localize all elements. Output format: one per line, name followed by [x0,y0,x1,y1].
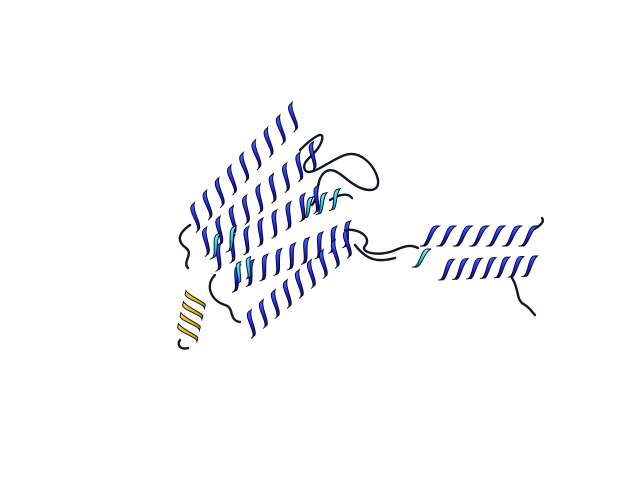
helix-a-turn [263,125,274,158]
helix-d-turn [287,241,297,271]
helix-c-turn [285,200,293,231]
helix-e-turn [330,238,340,269]
helix-e-turn [294,268,304,299]
helix-c [215,183,321,272]
helix-e-turn [246,308,256,339]
helix-e-turn [306,258,316,289]
helix-right-top-turn [502,225,524,247]
helix-a-turn [214,175,225,208]
coil-loops [177,133,545,350]
helix-c-turn [257,216,265,248]
helix-right-bottom-turn [521,255,540,278]
helix-a-turn [288,100,298,133]
helix-a-turn [190,201,201,234]
helix-c-turn [243,225,251,256]
helix-right-top-turn [436,225,458,247]
helix-cyan-top-turn [315,191,329,216]
helix-cyan-top-turn [302,195,316,220]
helix-b-turn [255,182,264,215]
helix-e-turn [282,278,292,309]
helix-d-turn [259,253,270,282]
helix-e [246,228,352,339]
helix-right-top-turn [518,225,540,247]
helix-right-bottom [438,255,540,281]
loop-bridge [353,243,397,262]
helix-right-top-turn [485,225,507,247]
helix-gold-turn [184,289,206,310]
loop-link [328,193,354,202]
helix-e-turn [342,228,352,259]
helix-e-turn [318,248,328,279]
helix-right-bottom-turn [452,258,470,280]
helix-c-turn [313,183,321,215]
helix-d [231,219,352,293]
helix-cyan-top [302,187,342,220]
helix-group [177,100,540,343]
helix-a-turn [275,113,286,146]
helix-cyan-left-turn [225,225,238,253]
helix-cyan-left-turn [209,232,222,260]
helix-b-turn [308,140,317,172]
helix-right-top-turn [469,225,491,247]
helix-right-bottom-turn [493,256,512,279]
loop-left [178,223,192,270]
helix-d-turn [273,247,283,276]
helix-b-turn [295,150,304,183]
helix-d-turn [300,236,311,265]
helix-gold [177,289,206,343]
helix-right-cyan [411,248,432,268]
helix-b-turn [268,172,277,204]
helix-b-turn [215,214,224,247]
helix-b-turn [282,161,290,193]
helix-cyan-lower-turn [235,260,242,285]
helix-c-turn [271,208,279,239]
helix-right-bottom-turn [479,257,498,279]
helix-e-turn [270,288,280,319]
helix-right-top [419,225,540,247]
helix-e-turn [258,298,268,329]
helix-gold-turn [182,300,204,321]
helix-right-top-turn [419,225,442,247]
helix-right-bottom-turn [466,257,484,280]
loop-mid [343,228,420,255]
loop-top [298,133,380,207]
loop-lower-left [208,273,242,324]
helix-c-turn [299,192,307,223]
helix-cyan-lower [235,255,252,285]
helix-right-bottom-turn [507,255,526,278]
helix-a-turn [251,138,262,171]
helix-a-turn [227,163,237,196]
helix-cyan-lower-turn [245,255,252,280]
helix-b-turn [242,193,250,225]
helix-cyan-top-turn [329,187,342,212]
helix-right-top-turn [452,225,475,247]
helix-cyan-left [209,225,238,260]
loop-right-cterm [510,276,537,317]
helix-gold-turn [177,322,199,343]
helix-right-bottom-turn [438,258,456,281]
loop-gold-end [177,338,190,350]
helix-b-turn [202,225,210,257]
helix-right-cyan-turn [411,248,432,268]
helix-a-turn [202,188,213,221]
helix-a [190,100,298,234]
helix-gold-turn [179,311,201,332]
helix-a-turn [239,150,250,183]
